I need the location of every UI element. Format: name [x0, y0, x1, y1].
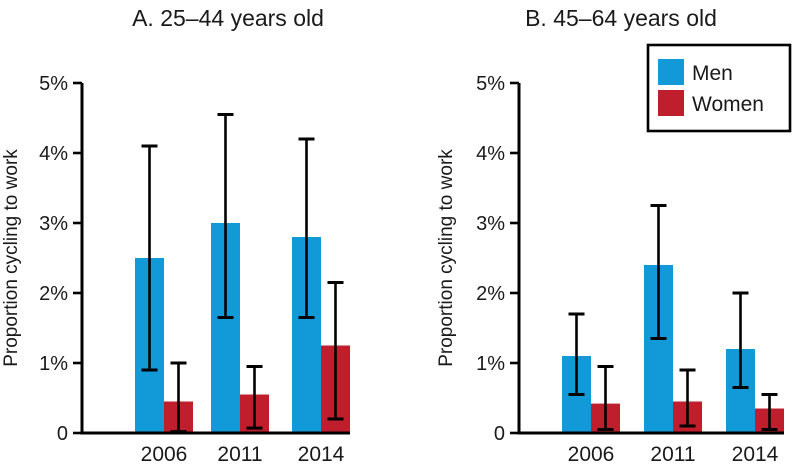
legend-swatch-men	[658, 59, 684, 85]
y-tick-label: 0	[57, 423, 68, 445]
y-axis-label: Proportion cycling to work	[436, 149, 457, 367]
legend-label-men: Men	[692, 62, 733, 85]
y-tick-label: 1%	[39, 353, 68, 375]
y-axis-label: Proportion cycling to work	[1, 149, 22, 367]
panel-a-chart: 0 1% 2% 3% 4% 5% 2006 2011 2014 A. 25–44 years ol…	[1, 5, 350, 466]
error-bar-men-2014	[732, 291, 749, 389]
error-bar-women-2014	[761, 393, 778, 431]
x-category-label: 2011	[217, 443, 262, 466]
y-tick-label: 4%	[39, 143, 68, 165]
error-bar-women-2011	[246, 365, 263, 430]
legend: Men Women	[646, 43, 792, 133]
x-category-label: 2006	[568, 443, 615, 466]
error-bar-men-2006	[141, 144, 158, 372]
legend-swatch-women	[658, 90, 684, 116]
error-bar-men-2011	[217, 113, 234, 319]
error-bar-women-2014	[327, 281, 344, 421]
y-tick-label: 3%	[476, 213, 505, 235]
error-bar-women-2006	[597, 365, 614, 431]
y-tick-label: 1%	[476, 353, 505, 375]
error-bar-men-2014	[298, 137, 315, 319]
y-tick-label: 5%	[476, 73, 505, 95]
y-tick-label: 3%	[39, 213, 68, 235]
panel-b-chart: 0 1% 2% 3% 4% 5% 2006 2011 2014 B. 45–64 years ol…	[436, 5, 792, 466]
x-category-label: 2011	[650, 443, 695, 466]
error-bar-men-2011	[650, 204, 667, 340]
legend-label-women: Women	[692, 93, 764, 116]
x-category-label: 2014	[732, 443, 779, 466]
x-category-label: 2006	[141, 443, 188, 466]
y-tick-label: 2%	[39, 283, 68, 305]
error-bar-women-2011	[679, 368, 696, 428]
error-bar-men-2006	[568, 312, 585, 396]
x-category-label: 2014	[298, 443, 345, 466]
panel-title: A. 25–44 years old	[132, 5, 324, 31]
legend-box	[646, 43, 792, 133]
y-tick-label: 0	[494, 423, 505, 445]
panel-title: B. 45–64 years old	[525, 5, 717, 31]
y-tick-label: 4%	[476, 143, 505, 165]
y-tick-label: 5%	[39, 73, 68, 95]
y-tick-label: 2%	[476, 283, 505, 305]
